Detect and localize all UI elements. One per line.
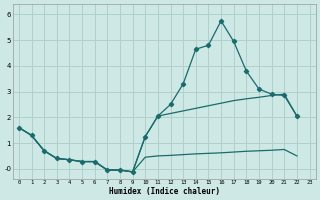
X-axis label: Humidex (Indice chaleur): Humidex (Indice chaleur) (109, 187, 220, 196)
